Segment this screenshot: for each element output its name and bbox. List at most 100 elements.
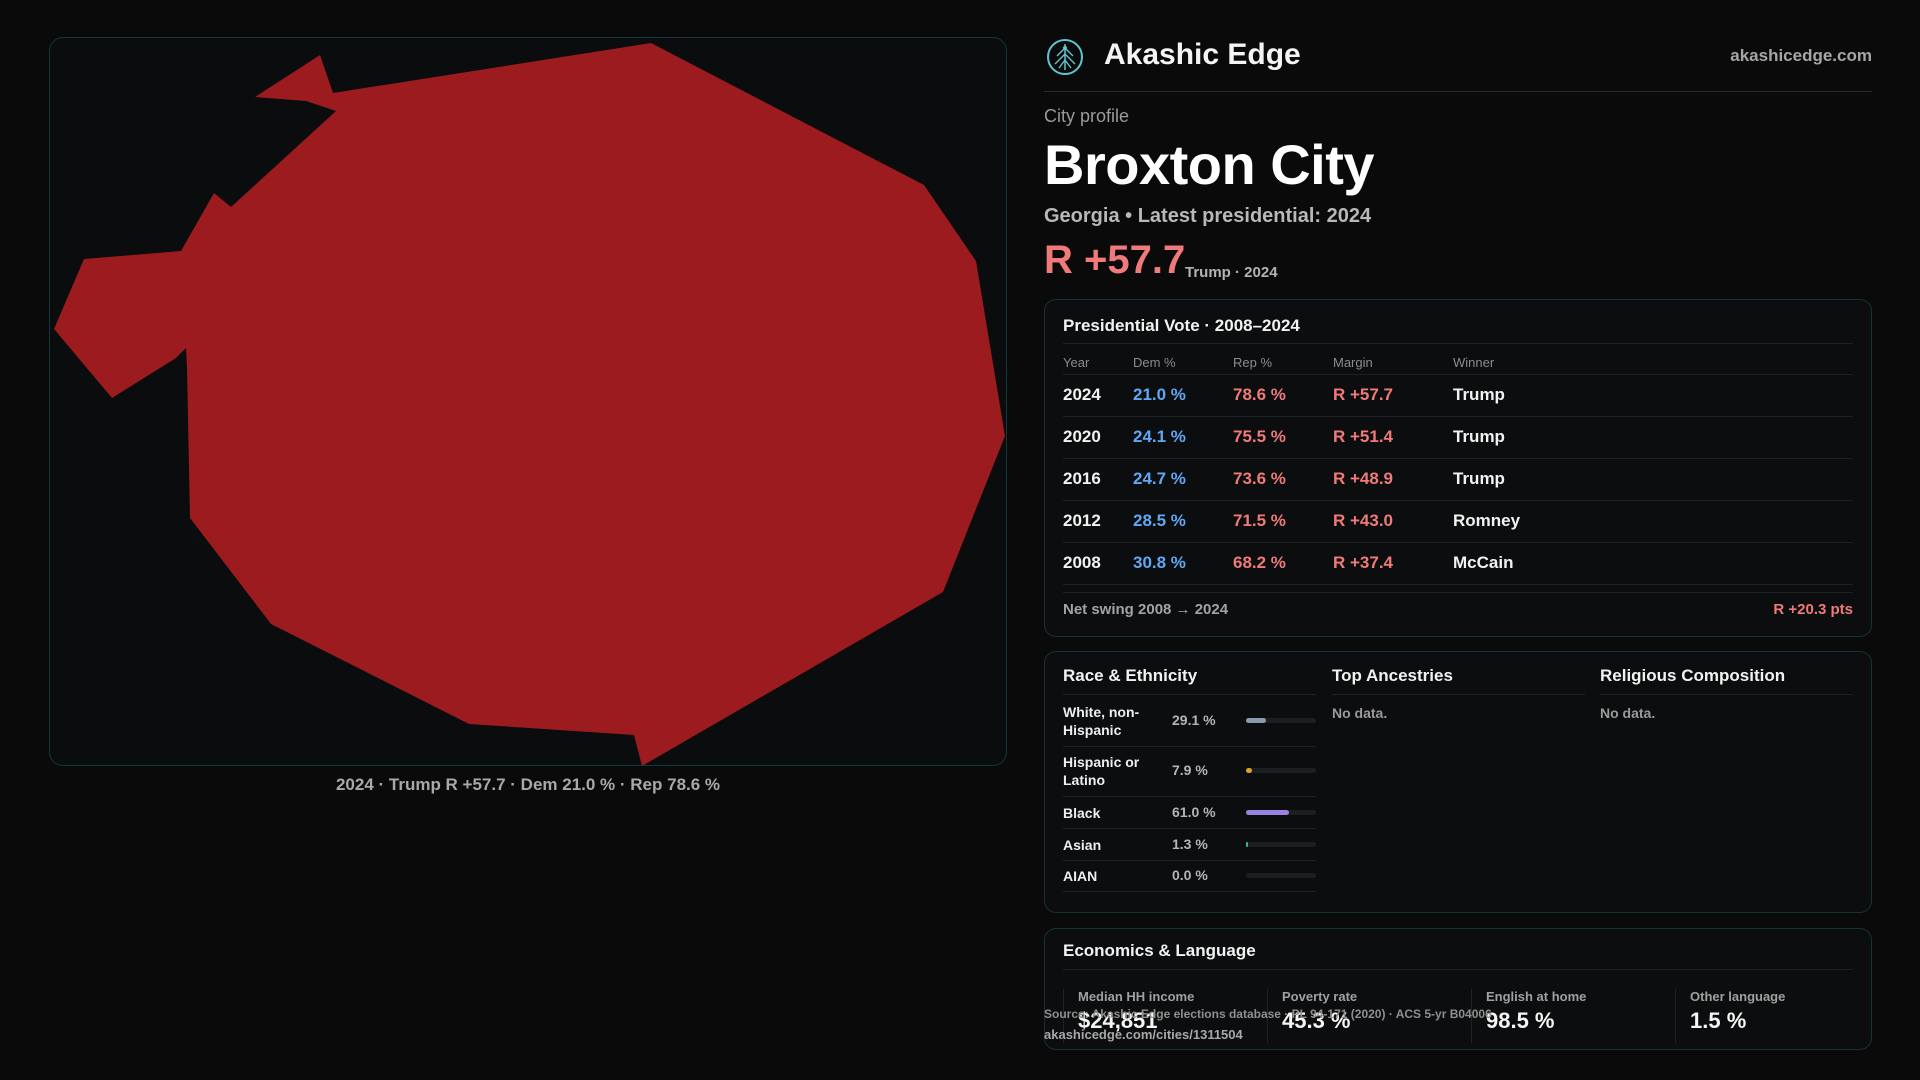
row-margin: R +43.0 bbox=[1333, 511, 1394, 530]
row-year: 2020 bbox=[1063, 427, 1101, 446]
race-bar-fill bbox=[1246, 768, 1252, 773]
race-bar-fill bbox=[1246, 810, 1289, 815]
net-swing-value: R +20.3 pts bbox=[1773, 601, 1853, 618]
city-boundary-map bbox=[54, 43, 1005, 765]
header-year: Year bbox=[1063, 355, 1090, 370]
row-winner: Romney bbox=[1453, 511, 1521, 530]
row-year: 2024 bbox=[1063, 385, 1101, 404]
race-bar bbox=[1246, 718, 1316, 723]
stat-label: English at home bbox=[1486, 989, 1587, 1004]
ancestries-title: Top Ancestries bbox=[1332, 666, 1585, 695]
stat-value: 45.3 % bbox=[1282, 1008, 1351, 1033]
list-item: White, non-Hispanic 29.1 % bbox=[1063, 695, 1316, 747]
stat-label: Median HH income bbox=[1078, 989, 1195, 1004]
race-value: 7.9 % bbox=[1172, 762, 1208, 778]
race-ethnicity-section: Race & Ethnicity White, non-Hispanic 29.… bbox=[1063, 666, 1316, 892]
race-label: AIAN bbox=[1063, 868, 1098, 884]
economics-title: Economics & Language bbox=[1063, 941, 1256, 960]
race-title: Race & Ethnicity bbox=[1063, 666, 1316, 695]
latest-margin: R +57.7 bbox=[1044, 238, 1186, 282]
list-item: AIAN 0.0 % bbox=[1063, 861, 1316, 892]
race-bar-fill bbox=[1246, 842, 1248, 847]
row-year: 2012 bbox=[1063, 511, 1101, 530]
race-value: 61.0 % bbox=[1172, 804, 1216, 820]
row-dem: 28.5 % bbox=[1133, 511, 1186, 530]
row-year: 2016 bbox=[1063, 469, 1101, 488]
race-label: Asian bbox=[1063, 837, 1102, 853]
footer-url[interactable]: akashicedge.com/cities/1311504 bbox=[1044, 1027, 1243, 1042]
table-row: 2024 21.0 % 78.6 % R +57.7 Trump bbox=[1063, 375, 1853, 417]
footer-source: Source: Akashic Edge elections database … bbox=[1044, 1007, 1492, 1021]
map-caption: 2024 · Trump R +57.7 · Dem 21.0 % · Rep … bbox=[335, 775, 721, 794]
race-label: White, non-Hispanic bbox=[1063, 704, 1140, 738]
race-bar bbox=[1246, 873, 1316, 878]
row-margin: R +51.4 bbox=[1333, 427, 1394, 446]
stat-median-income: Median HH income $24,851 bbox=[1063, 989, 1243, 1043]
stat-poverty-rate: Poverty rate 45.3 % bbox=[1267, 989, 1447, 1043]
latest-margin-note: Trump · 2024 bbox=[1185, 264, 1278, 281]
demographics-card: Race & Ethnicity White, non-Hispanic 29.… bbox=[1044, 651, 1872, 913]
vote-table-header: Year Dem % Rep % Margin Winner bbox=[1063, 351, 1853, 375]
religion-empty: No data. bbox=[1600, 705, 1656, 721]
presidential-vote-card: Presidential Vote · 2008–2024 Year Dem %… bbox=[1044, 299, 1872, 637]
ancestries-empty: No data. bbox=[1332, 705, 1388, 721]
economics-card: Economics & Language Median HH income $2… bbox=[1044, 928, 1872, 1050]
net-swing: Net swing 2008 → 2024 R +20.3 pts bbox=[1063, 592, 1853, 618]
row-winner: Trump bbox=[1453, 469, 1505, 488]
vote-card-title: Presidential Vote · 2008–2024 bbox=[1063, 316, 1300, 335]
city-map[interactable] bbox=[49, 37, 1007, 766]
row-margin: R +57.7 bbox=[1333, 385, 1394, 404]
header-rep: Rep % bbox=[1233, 355, 1273, 370]
divider bbox=[1063, 343, 1853, 344]
religion-section: Religious Composition No data. bbox=[1600, 666, 1853, 721]
city-boundary-polygon bbox=[54, 43, 1005, 765]
stat-value: 1.5 % bbox=[1690, 1008, 1747, 1033]
list-item: Hispanic or Latino 7.9 % bbox=[1063, 747, 1316, 797]
row-rep: 78.6 % bbox=[1233, 385, 1286, 404]
header-winner: Winner bbox=[1453, 355, 1495, 370]
table-row: 2020 24.1 % 75.5 % R +51.4 Trump bbox=[1063, 417, 1853, 459]
row-winner: Trump bbox=[1453, 385, 1505, 404]
race-label: Black bbox=[1063, 805, 1101, 821]
race-bar bbox=[1246, 768, 1316, 773]
divider bbox=[1063, 969, 1853, 970]
ancestries-section: Top Ancestries No data. bbox=[1332, 666, 1585, 721]
header-dem: Dem % bbox=[1133, 355, 1176, 370]
stat-label: Other language bbox=[1690, 989, 1786, 1004]
page-subtitle: Georgia • Latest presidential: 2024 bbox=[1044, 205, 1372, 227]
stat-value: 98.5 % bbox=[1486, 1008, 1555, 1033]
race-label: Hispanic or Latino bbox=[1063, 754, 1140, 788]
race-value: 29.1 % bbox=[1172, 712, 1216, 728]
list-item: Asian 1.3 % bbox=[1063, 829, 1316, 861]
table-row: 2012 28.5 % 71.5 % R +43.0 Romney bbox=[1063, 501, 1853, 543]
stat-label: Poverty rate bbox=[1282, 989, 1358, 1004]
race-value: 1.3 % bbox=[1172, 836, 1208, 852]
brand-url[interactable]: akashicedge.com bbox=[1730, 46, 1872, 65]
tree-of-life-icon bbox=[1047, 39, 1083, 75]
race-bar bbox=[1246, 842, 1316, 847]
row-dem: 21.0 % bbox=[1133, 385, 1186, 404]
row-dem: 24.7 % bbox=[1133, 469, 1186, 488]
brand-header: Akashic Edge akashicedge.com bbox=[1044, 36, 1872, 92]
race-value: 0.0 % bbox=[1172, 867, 1208, 883]
row-winner: Trump bbox=[1453, 427, 1505, 446]
net-swing-label: Net swing 2008 → 2024 bbox=[1063, 601, 1229, 618]
row-rep: 75.5 % bbox=[1233, 427, 1286, 446]
header-margin: Margin bbox=[1333, 355, 1373, 370]
row-rep: 68.2 % bbox=[1233, 553, 1286, 572]
row-winner: McCain bbox=[1453, 553, 1514, 572]
page-title: Broxton City bbox=[1044, 133, 1375, 196]
profile-panel: Akashic Edge akashicedge.com City profil… bbox=[1044, 0, 1872, 1080]
row-dem: 30.8 % bbox=[1133, 553, 1186, 572]
row-margin: R +37.4 bbox=[1333, 553, 1394, 572]
list-item: Black 61.0 % bbox=[1063, 797, 1316, 829]
religion-title: Religious Composition bbox=[1600, 666, 1853, 695]
table-row: 2008 30.8 % 68.2 % R +37.4 McCain bbox=[1063, 543, 1853, 585]
stat-english-at-home: English at home 98.5 % bbox=[1471, 989, 1651, 1043]
row-year: 2008 bbox=[1063, 553, 1101, 572]
stat-other-language: Other language 1.5 % bbox=[1675, 989, 1855, 1043]
row-rep: 71.5 % bbox=[1233, 511, 1286, 530]
race-bar bbox=[1246, 810, 1316, 815]
race-bar-fill bbox=[1246, 718, 1267, 723]
row-margin: R +48.9 bbox=[1333, 469, 1394, 488]
